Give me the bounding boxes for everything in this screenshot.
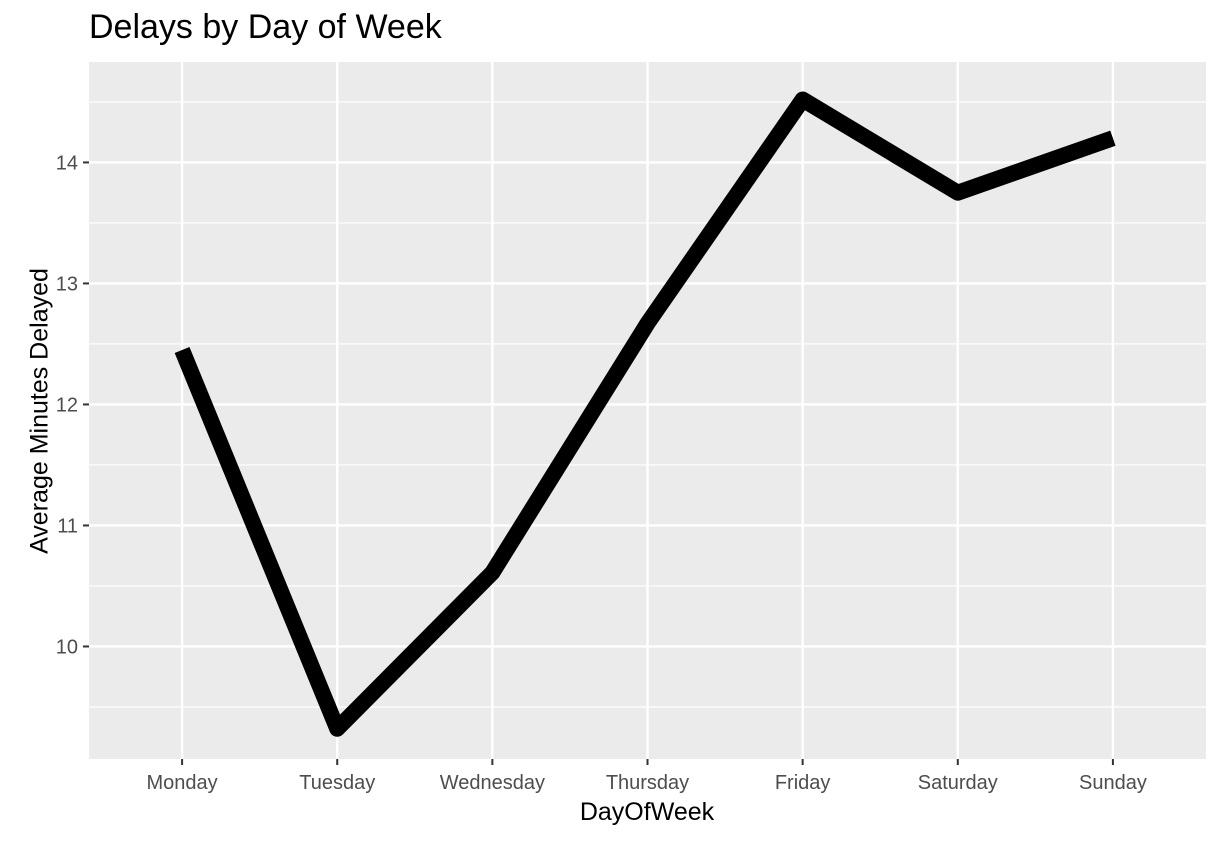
axis-ticks: 10 11 12 13 14 Monday Tuesday Wednesday Thursday… — [56, 152, 1147, 794]
x-tick-label: Monday — [147, 772, 218, 794]
y-tick-label: 11 — [57, 515, 78, 537]
x-axis-label: DayOfWeek — [579, 798, 715, 826]
y-tick-label: 13 — [56, 273, 78, 295]
x-tick-label: Thursday — [606, 772, 689, 794]
series-layer — [174, 91, 1116, 737]
y-tick-label: 12 — [56, 394, 78, 416]
major-gridlines — [89, 62, 1206, 759]
y-tick-label: 14 — [56, 152, 78, 174]
x-tick-label: Wednesday — [440, 772, 545, 794]
x-tick-label: Friday — [775, 772, 831, 794]
x-tick-label: Sunday — [1079, 772, 1147, 794]
x-tick-label: Saturday — [918, 772, 998, 794]
y-tick-label: 10 — [56, 636, 78, 658]
chart-title: Delays by Day of Week — [89, 8, 442, 46]
x-tick-label: Tuesday — [299, 772, 375, 794]
